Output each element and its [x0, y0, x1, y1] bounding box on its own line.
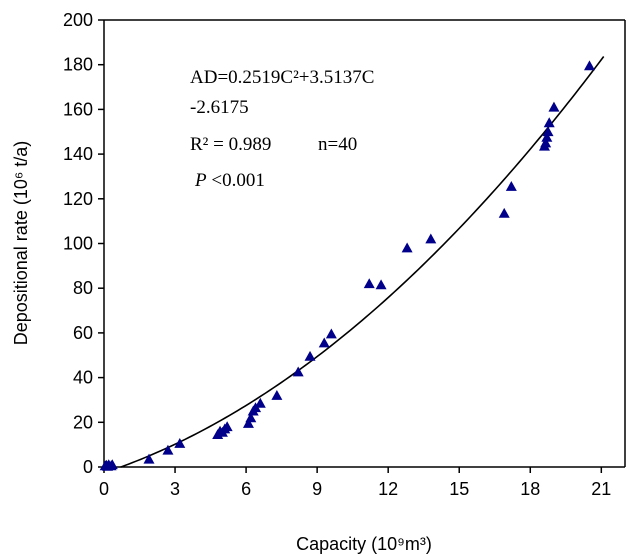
r-squared-text: R² = 0.989 — [190, 134, 271, 155]
fit-curve-group — [120, 56, 605, 468]
y-tick-label: 120 — [63, 189, 93, 209]
x-tick-label: 3 — [170, 479, 180, 499]
data-point-triangle — [174, 438, 186, 448]
data-point-triangle — [325, 328, 337, 339]
fit-curve — [120, 56, 605, 468]
data-point-triangle — [401, 242, 413, 253]
p-symbol: P — [194, 170, 207, 191]
data-point-triangle — [548, 101, 560, 112]
x-axis-title: Capacity (10⁹m³) — [296, 534, 432, 554]
data-point-triangle — [143, 453, 155, 464]
n-text: n=40 — [318, 134, 357, 155]
data-point-triangle — [498, 207, 510, 218]
plot-frame — [103, 19, 626, 468]
x-tick-label: 18 — [520, 479, 540, 499]
data-point-triangle — [221, 421, 233, 432]
x-tick-label: 0 — [99, 479, 109, 499]
p-value: <0.001 — [207, 170, 265, 191]
data-point-triangle — [271, 389, 283, 400]
y-tick-label: 0 — [83, 457, 93, 477]
y-tick-label: 180 — [63, 55, 93, 75]
x-tick-label: 15 — [449, 479, 469, 499]
x-tick-label: 21 — [591, 479, 611, 499]
p-value-text: P <0.001 — [194, 170, 265, 191]
data-point-triangle — [542, 126, 554, 137]
equation-line-2: -2.6175 — [190, 97, 249, 118]
y-axis-title: Depositional rate (10⁶ t/a) — [11, 141, 31, 346]
data-point-triangle — [543, 117, 555, 128]
data-point-triangle — [254, 397, 266, 408]
axis-ticks: 0 3 6 9 12 15 18 21 0 20 40 60 80 100 120 140 160 180 200 — [63, 10, 611, 499]
data-point-triangle — [304, 350, 316, 361]
equation-line-1: AD=0.2519C²+3.5137C — [190, 67, 374, 88]
equation-annotation: AD=0.2519C²+3.5137C -2.6175 R² = 0.989 n… — [190, 67, 374, 191]
y-tick-label: 20 — [73, 412, 93, 432]
data-point-triangle — [106, 459, 118, 470]
data-point-triangle — [375, 279, 387, 290]
y-tick-label: 160 — [63, 99, 93, 119]
data-point-triangle — [245, 412, 257, 423]
data-point-triangle — [505, 181, 517, 191]
x-tick-label: 6 — [241, 479, 251, 499]
data-point-triangle — [363, 278, 375, 289]
data-point-triangle — [541, 131, 553, 142]
data-point-triangle — [242, 417, 254, 428]
data-points — [99, 60, 595, 471]
y-tick-label: 80 — [73, 278, 93, 298]
y-tick-label: 200 — [63, 10, 93, 30]
data-point-triangle — [540, 137, 552, 148]
y-tick-label: 40 — [73, 368, 93, 388]
y-tick-label: 60 — [73, 323, 93, 343]
y-tick-label: 100 — [63, 234, 93, 254]
data-point-triangle — [162, 444, 174, 455]
x-tick-label: 9 — [312, 479, 322, 499]
data-point-triangle — [425, 233, 437, 244]
y-tick-label: 140 — [63, 144, 93, 164]
x-tick-label: 12 — [378, 479, 398, 499]
data-point-triangle — [583, 60, 595, 71]
data-point-triangle — [292, 366, 304, 377]
data-point-triangle — [318, 337, 330, 348]
